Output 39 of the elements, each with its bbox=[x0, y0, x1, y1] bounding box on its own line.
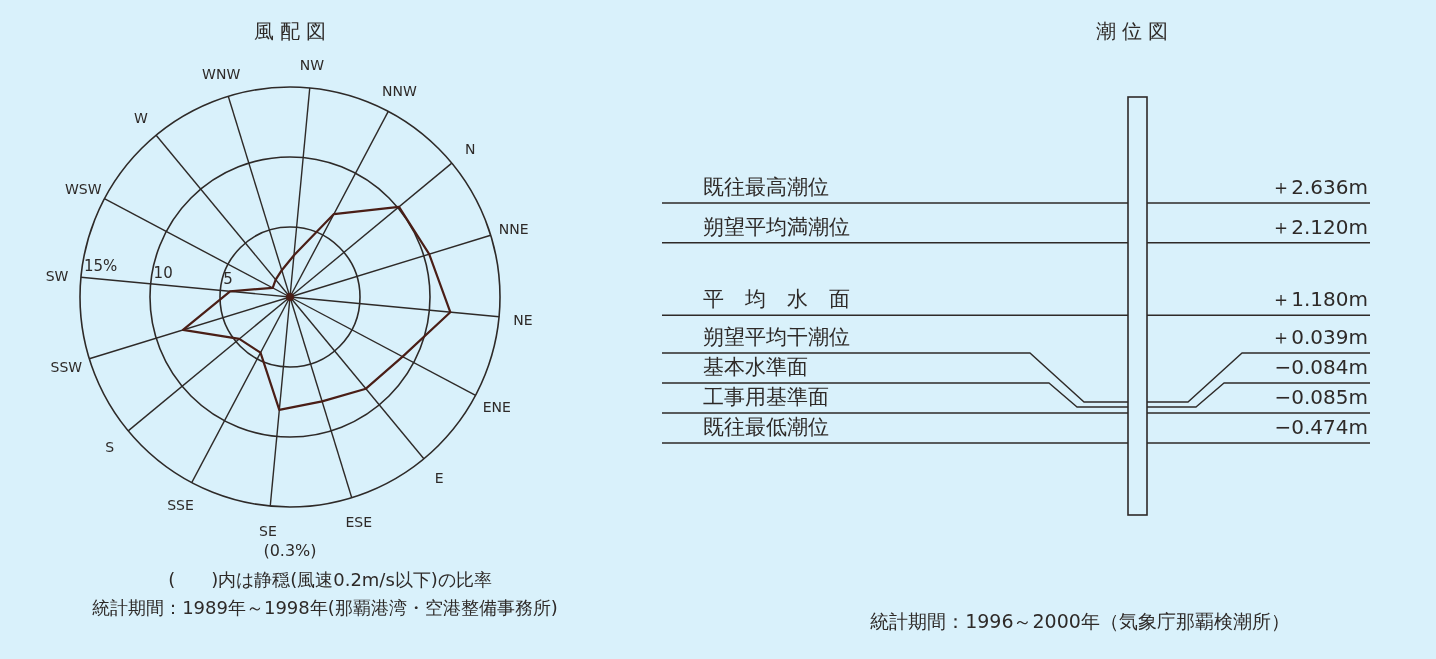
data-label: ＋2.636m bbox=[1271, 175, 1368, 199]
category-label: 工事用基準面 bbox=[703, 384, 829, 409]
spoke-label: NNW bbox=[382, 83, 418, 100]
spoke-label: W bbox=[133, 109, 148, 126]
category-label: 朔望平均満潮位 bbox=[703, 214, 850, 239]
spoke-label: NW bbox=[299, 57, 325, 74]
category-label: 基本水準面 bbox=[703, 354, 808, 379]
spoke-label: WSW bbox=[64, 180, 102, 197]
spoke-label: E bbox=[434, 470, 444, 487]
text: 潮 位 図 bbox=[1095, 19, 1169, 43]
category-label: 平 均 水 面 bbox=[703, 287, 850, 312]
spoke-label: SSW bbox=[50, 358, 83, 375]
data-label: −0.084m bbox=[1274, 354, 1368, 379]
category-label: 既往最低潮位 bbox=[703, 415, 829, 439]
spoke-label: WNW bbox=[202, 66, 241, 83]
data-label: ＋1.180m bbox=[1271, 287, 1368, 312]
spoke-label: N bbox=[465, 140, 476, 157]
spoke-label: ENE bbox=[482, 399, 511, 416]
text: 統計期間：1996～2000年（気象庁那覇検潮所） bbox=[870, 610, 1290, 632]
chart-title: 風 配 図 bbox=[253, 19, 327, 43]
text: 統計期間：1989年～1998年(那覇港湾・空港整備事務所) bbox=[92, 597, 558, 618]
spoke-label: S bbox=[105, 439, 115, 456]
spoke-label: SSE bbox=[167, 496, 194, 513]
y-tick-label: 10 bbox=[153, 263, 173, 282]
text: (0.3%) bbox=[263, 541, 317, 560]
spoke-label: SE bbox=[259, 522, 277, 539]
y-tick-label: 15% bbox=[83, 257, 118, 276]
text: ( )内は静穏(風速0.2m/s以下)の比率 bbox=[168, 569, 492, 590]
data-label: −0.085m bbox=[1274, 384, 1368, 409]
spoke-label: NE bbox=[513, 312, 533, 329]
data-label: −0.474m bbox=[1274, 415, 1368, 439]
data-label: ＋0.039m bbox=[1271, 324, 1368, 349]
spoke-label: SW bbox=[45, 267, 69, 284]
category-label: 既往最高潮位 bbox=[703, 175, 829, 199]
category-label: 朔望平均干潮位 bbox=[703, 324, 850, 349]
spoke-label: ESE bbox=[345, 513, 373, 530]
spoke-label: NNE bbox=[498, 221, 529, 238]
data-label: ＋2.120m bbox=[1271, 214, 1368, 239]
y-tick-label: 5 bbox=[223, 270, 233, 289]
